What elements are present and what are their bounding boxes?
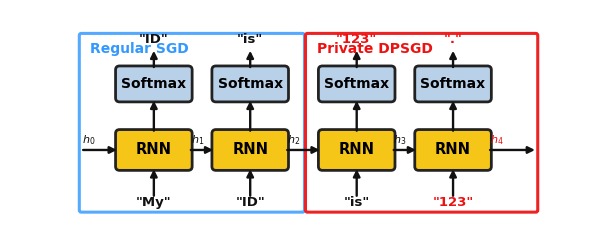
FancyBboxPatch shape bbox=[116, 66, 192, 102]
Text: RNN: RNN bbox=[136, 142, 172, 157]
FancyBboxPatch shape bbox=[318, 66, 395, 102]
Text: RNN: RNN bbox=[232, 142, 268, 157]
Text: Softmax: Softmax bbox=[324, 77, 389, 91]
Text: RNN: RNN bbox=[435, 142, 471, 157]
Text: ".": "." bbox=[444, 32, 462, 46]
FancyBboxPatch shape bbox=[415, 130, 491, 170]
Text: "ID": "ID" bbox=[235, 196, 265, 209]
FancyBboxPatch shape bbox=[116, 130, 192, 170]
Text: "123": "123" bbox=[336, 32, 377, 46]
Text: $h_3$: $h_3$ bbox=[394, 133, 407, 147]
Text: Softmax: Softmax bbox=[420, 77, 486, 91]
Text: "is": "is" bbox=[344, 196, 370, 209]
Text: $h_2$: $h_2$ bbox=[287, 133, 300, 147]
Text: Softmax: Softmax bbox=[121, 77, 187, 91]
Text: Regular SGD: Regular SGD bbox=[90, 42, 189, 56]
Text: $h_4$: $h_4$ bbox=[490, 133, 503, 147]
Text: RNN: RNN bbox=[339, 142, 374, 157]
FancyBboxPatch shape bbox=[212, 66, 288, 102]
Text: Private DPSGD: Private DPSGD bbox=[317, 42, 432, 56]
FancyBboxPatch shape bbox=[318, 130, 395, 170]
Text: "is": "is" bbox=[237, 32, 263, 46]
FancyBboxPatch shape bbox=[212, 130, 288, 170]
Text: Softmax: Softmax bbox=[218, 77, 283, 91]
Text: $h_1$: $h_1$ bbox=[191, 133, 204, 147]
Text: $h_0$: $h_0$ bbox=[82, 133, 96, 147]
Text: "123": "123" bbox=[432, 196, 474, 209]
Text: "ID": "ID" bbox=[139, 32, 169, 46]
Text: "My": "My" bbox=[136, 196, 172, 209]
FancyBboxPatch shape bbox=[415, 66, 491, 102]
